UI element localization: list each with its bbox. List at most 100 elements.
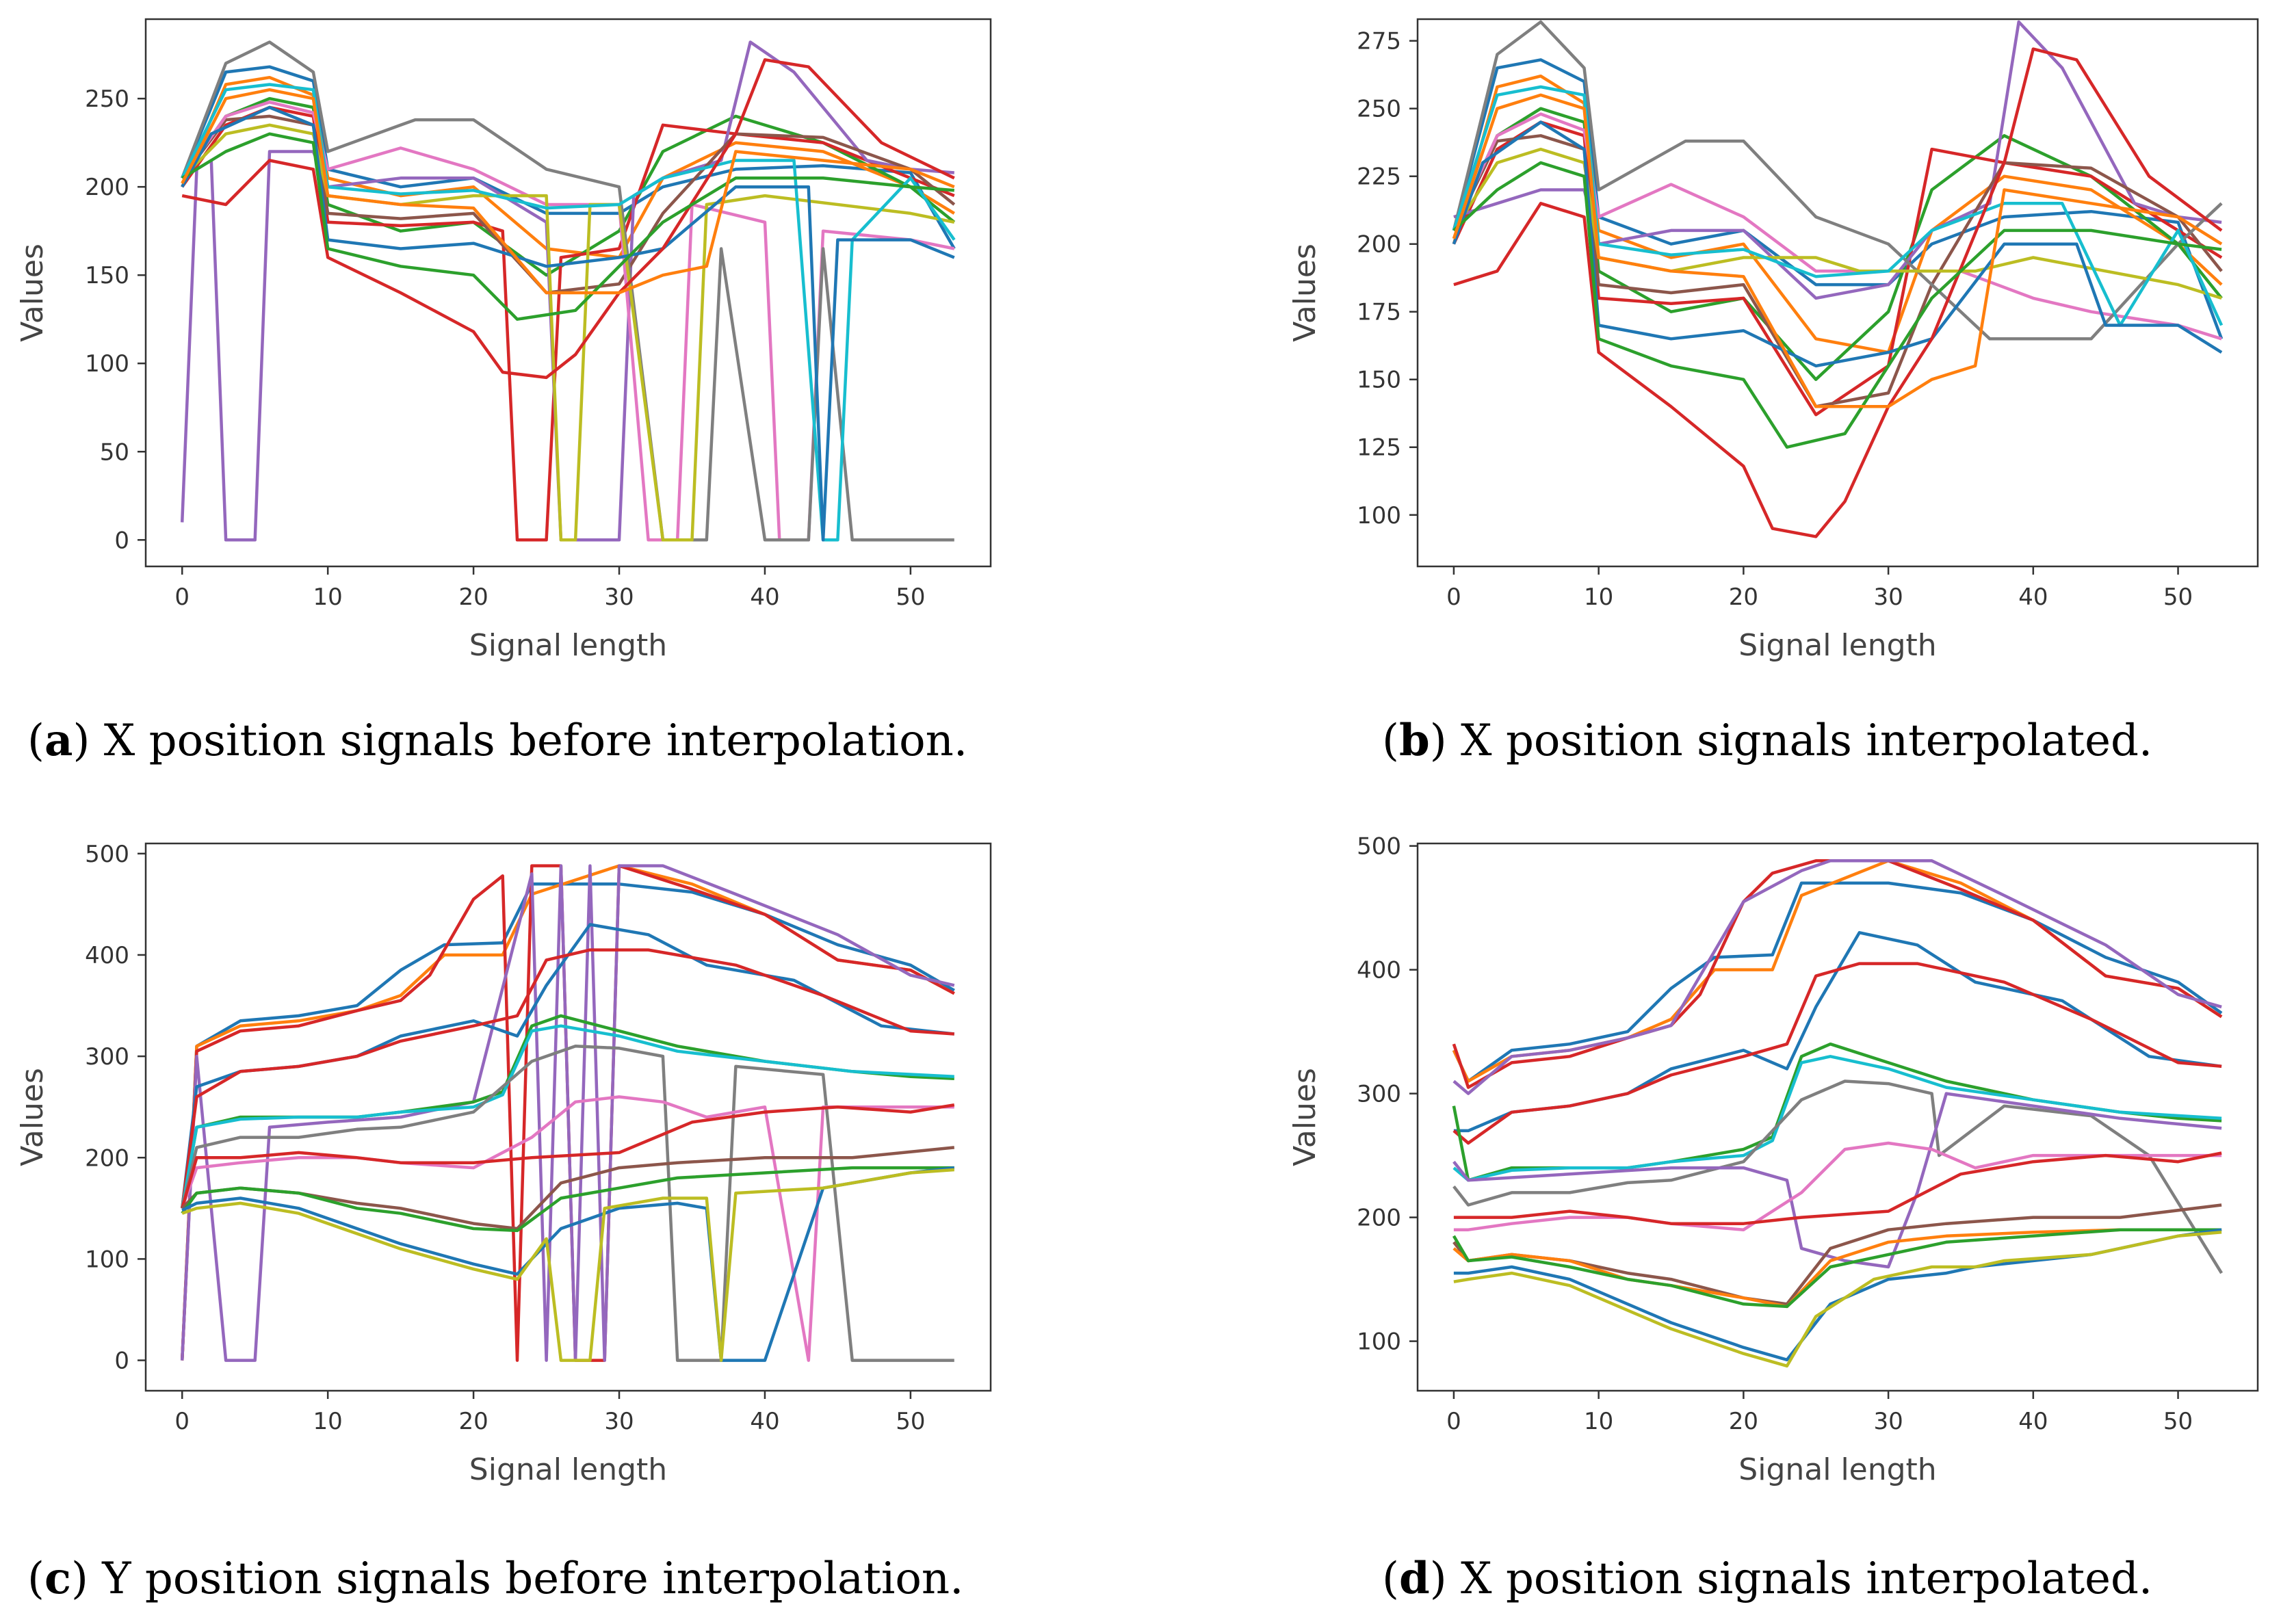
- y-tick-label: 300: [85, 1043, 129, 1071]
- y-tick-label: 100: [1357, 1328, 1401, 1356]
- y-tick-label: 175: [1357, 299, 1401, 326]
- series-line-s7: [1452, 20, 2223, 341]
- y-tick-label: 100: [85, 1246, 129, 1273]
- y-tick-label: 100: [1357, 502, 1401, 529]
- series-line-s11: [1453, 47, 2223, 538]
- x-tick-label: 30: [1873, 1408, 1903, 1435]
- x-tick-label: 0: [174, 1408, 190, 1435]
- y-tick-label: 200: [1357, 231, 1401, 259]
- x-tick-label: 10: [313, 584, 343, 611]
- x-tick-label: 20: [1729, 584, 1758, 611]
- series-line-s5: [181, 114, 956, 295]
- series-group: [1452, 859, 2224, 1368]
- x-tick-label: 50: [896, 1408, 925, 1435]
- x-axis-label: Signal length: [469, 628, 667, 663]
- y-axis-label: Values: [1288, 1068, 1322, 1166]
- y-tick-label: 400: [85, 942, 129, 969]
- caption-c-text: Y position signals before interpolation.: [88, 1554, 964, 1604]
- x-tick-label: 10: [1584, 1408, 1613, 1435]
- series-line-s15: [1453, 1228, 2222, 1362]
- y-axis-label: Values: [15, 1068, 50, 1166]
- y-tick-label: 225: [1357, 163, 1401, 191]
- x-tick-label: 30: [1873, 584, 1903, 611]
- series-line-s6: [1452, 1042, 2222, 1182]
- x-tick-label: 20: [1729, 1408, 1758, 1435]
- plot-frame: [1416, 18, 2259, 568]
- series-line-s5: [180, 948, 954, 1209]
- chart-d-svg: 0 10 20 30 40 50 100 200 300 400 500 Signal length V…: [1288, 833, 2259, 1487]
- series-line-s13: [181, 1166, 955, 1362]
- series-line-s11: [1453, 1151, 2222, 1225]
- x-tick-label: 0: [1446, 584, 1461, 611]
- series-line-s14: [1452, 1228, 2222, 1309]
- series-group: [180, 864, 955, 1362]
- x-tick-label: 0: [1446, 1408, 1461, 1435]
- x-tick-label: 50: [2163, 584, 2193, 611]
- y-tick-label: 300: [1357, 1081, 1401, 1108]
- series-line-s12: [1452, 1203, 2222, 1306]
- plot-frame: [144, 842, 992, 1392]
- x-tick-label: 10: [313, 1408, 343, 1435]
- y-tick-label: 200: [1357, 1205, 1401, 1232]
- series-line-s13: [1452, 93, 2223, 408]
- x-tick-label: 40: [750, 1408, 779, 1435]
- chart-b-svg: 0 10 20 30 40 50 100 125 150 175 200 225 250 275 Signa…: [1288, 18, 2259, 663]
- y-tick-label: 200: [85, 174, 129, 201]
- caption-b-letter: b: [1398, 715, 1430, 766]
- x-tick-label: 40: [750, 584, 779, 611]
- series-line-s7: [181, 40, 954, 542]
- y-tick-label: 200: [85, 1144, 129, 1172]
- x-axis-label: Signal length: [1738, 1452, 1936, 1487]
- series-line-s2: [180, 864, 955, 1362]
- y-tick-label: 500: [1357, 833, 1401, 861]
- y-tick-label: 0: [114, 527, 129, 554]
- y-tick-label: 250: [85, 86, 129, 113]
- series-group: [180, 40, 956, 542]
- x-axis-label: Signal length: [469, 1452, 667, 1487]
- series-line-s1: [1452, 74, 2223, 354]
- x-tick-label: 40: [2018, 584, 2048, 611]
- plot-frame: [1416, 842, 2259, 1392]
- y-tick-label: 150: [1357, 367, 1401, 394]
- x-tick-label: 20: [458, 584, 488, 611]
- x-tick-label: 30: [604, 1408, 634, 1435]
- caption-b: (b) X position signals interpolated.: [1382, 715, 2153, 766]
- caption-c-letter: c: [44, 1553, 71, 1604]
- series-line-s10: [1453, 1141, 2222, 1231]
- x-tick-label: 10: [1584, 584, 1613, 611]
- series-line-s0: [180, 882, 955, 1361]
- series-line-s5: [1452, 962, 2222, 1145]
- y-tick-label: 50: [100, 438, 129, 466]
- series-line-s10: [1452, 120, 2223, 368]
- x-axis-label: Signal length: [1738, 628, 1936, 663]
- caption-a-letter: a: [44, 715, 73, 766]
- y-tick-label: 250: [1357, 96, 1401, 123]
- series-line-s8: [1452, 147, 2222, 300]
- series-line-s3: [1452, 859, 2222, 1095]
- x-tick-label: 0: [174, 584, 190, 611]
- caption-a: (a) X position signals before interpolat…: [27, 715, 968, 766]
- series-line-s12: [181, 1166, 954, 1233]
- series-line-s4: [1453, 20, 2222, 300]
- series-line-s8: [181, 1045, 954, 1362]
- y-tick-label: 500: [85, 841, 129, 868]
- series-line-s13: [1452, 1228, 2222, 1309]
- series-group: [1452, 20, 2224, 538]
- y-tick-label: 400: [1357, 957, 1401, 984]
- series-line-s3: [181, 105, 955, 542]
- y-tick-label: 275: [1357, 28, 1401, 55]
- series-line-s9: [1452, 1092, 2222, 1269]
- caption-d-letter: d: [1398, 1553, 1430, 1604]
- series-line-s5: [1452, 134, 2223, 408]
- caption-d: (d) X position signals interpolated.: [1382, 1553, 2153, 1604]
- series-line-s0: [1452, 881, 2223, 1083]
- series-line-s14: [181, 1168, 954, 1362]
- caption-d-text: X position signals interpolated.: [1446, 1554, 2153, 1604]
- series-line-s2: [1452, 859, 2223, 1089]
- caption-c: (c) Y position signals before interpolat…: [27, 1553, 964, 1604]
- x-tick-label: 50: [896, 584, 925, 611]
- y-tick-label: 150: [85, 262, 129, 289]
- y-tick-label: 100: [85, 350, 129, 378]
- series-line-s12: [181, 132, 954, 321]
- series-line-s9: [181, 83, 956, 542]
